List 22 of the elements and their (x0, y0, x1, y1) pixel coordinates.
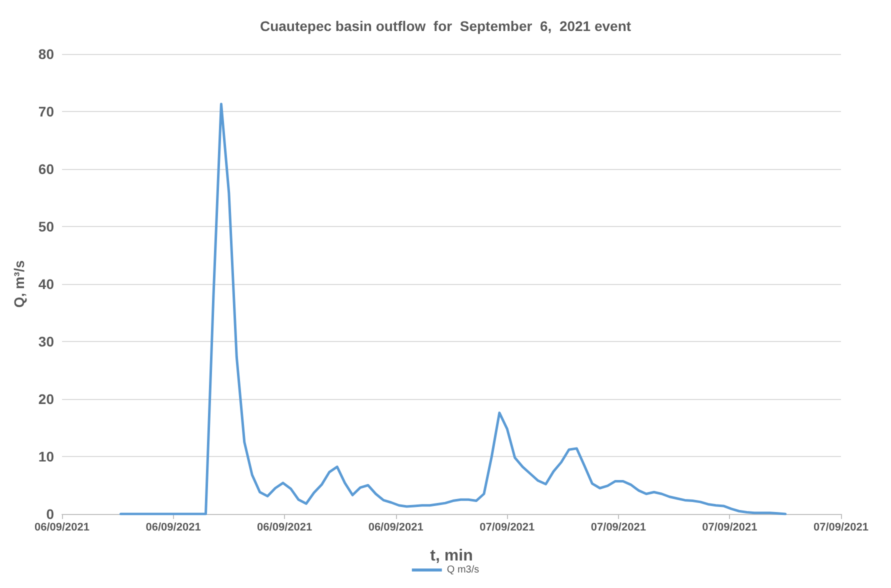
x-tick-label: 06/09/2021 (34, 522, 90, 534)
y-axis-title: Q, m³/s (11, 260, 27, 308)
y-tick-label: 10 (38, 448, 54, 464)
y-tick-label: 60 (38, 161, 54, 177)
y-tick-label: 70 (38, 104, 54, 120)
x-tick-label: 07/09/2021 (813, 522, 869, 534)
y-tick-label: 20 (38, 391, 54, 407)
y-tick-label: 0 (46, 506, 54, 522)
x-tick-label: 06/09/2021 (146, 522, 201, 534)
x-tick-label: 07/09/2021 (590, 522, 646, 534)
x-tick-label: 06/09/2021 (257, 522, 312, 534)
y-tick-label: 30 (38, 334, 54, 350)
x-tick-label: 07/09/2021 (480, 522, 535, 534)
x-axis-title: t, min (430, 548, 473, 564)
y-tick-label: 50 (38, 218, 54, 234)
legend-label: Q m3/s (446, 564, 480, 576)
chart-title: Cuautepec basin outflow for September 6, 2021 event (260, 18, 632, 34)
x-tick-label: 06/09/2021 (368, 522, 424, 534)
y-tick-label: 40 (38, 276, 54, 292)
line-series (119, 102, 787, 516)
y-tick-label: 80 (38, 46, 54, 62)
x-tick-label: 07/09/2021 (702, 522, 758, 534)
